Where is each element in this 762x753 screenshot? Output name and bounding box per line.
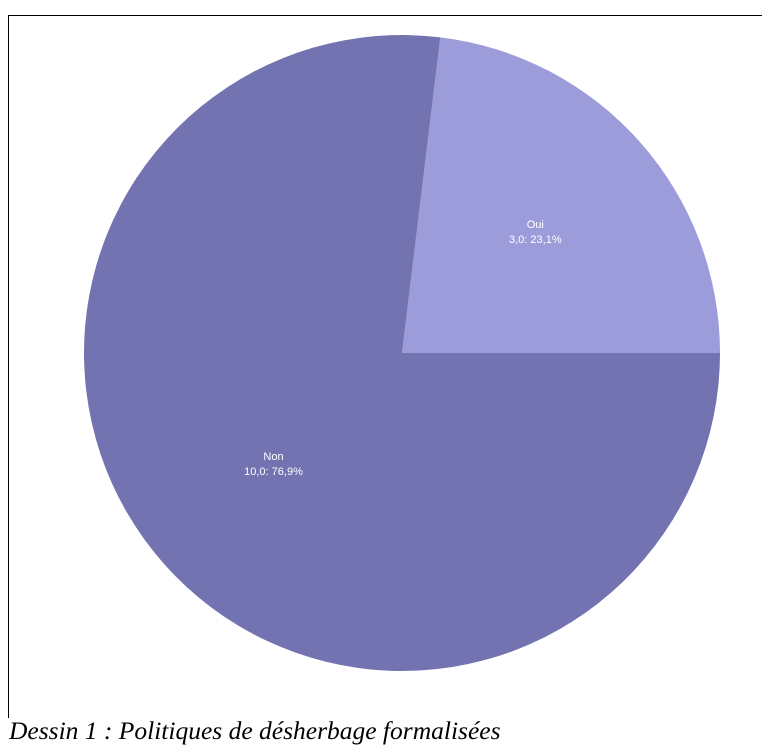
pie-slice-oui [402, 37, 720, 353]
figure-caption: Dessin 1 : Politiques de désherbage form… [9, 716, 501, 745]
slice-name-non: Non [263, 451, 283, 463]
pie-slice-non [83, 35, 720, 672]
pie-slices [83, 35, 720, 672]
slice-value-non: 10,0: 76,9% [244, 466, 303, 478]
pie-chart: Oui 3,0: 23,1% Non 10,0: 76,9% [83, 35, 720, 672]
slice-name-oui: Oui [527, 219, 544, 231]
pie-labels: Oui 3,0: 23,1% Non 10,0: 76,9% [244, 219, 562, 478]
slice-value-oui: 3,0: 23,1% [509, 234, 562, 246]
